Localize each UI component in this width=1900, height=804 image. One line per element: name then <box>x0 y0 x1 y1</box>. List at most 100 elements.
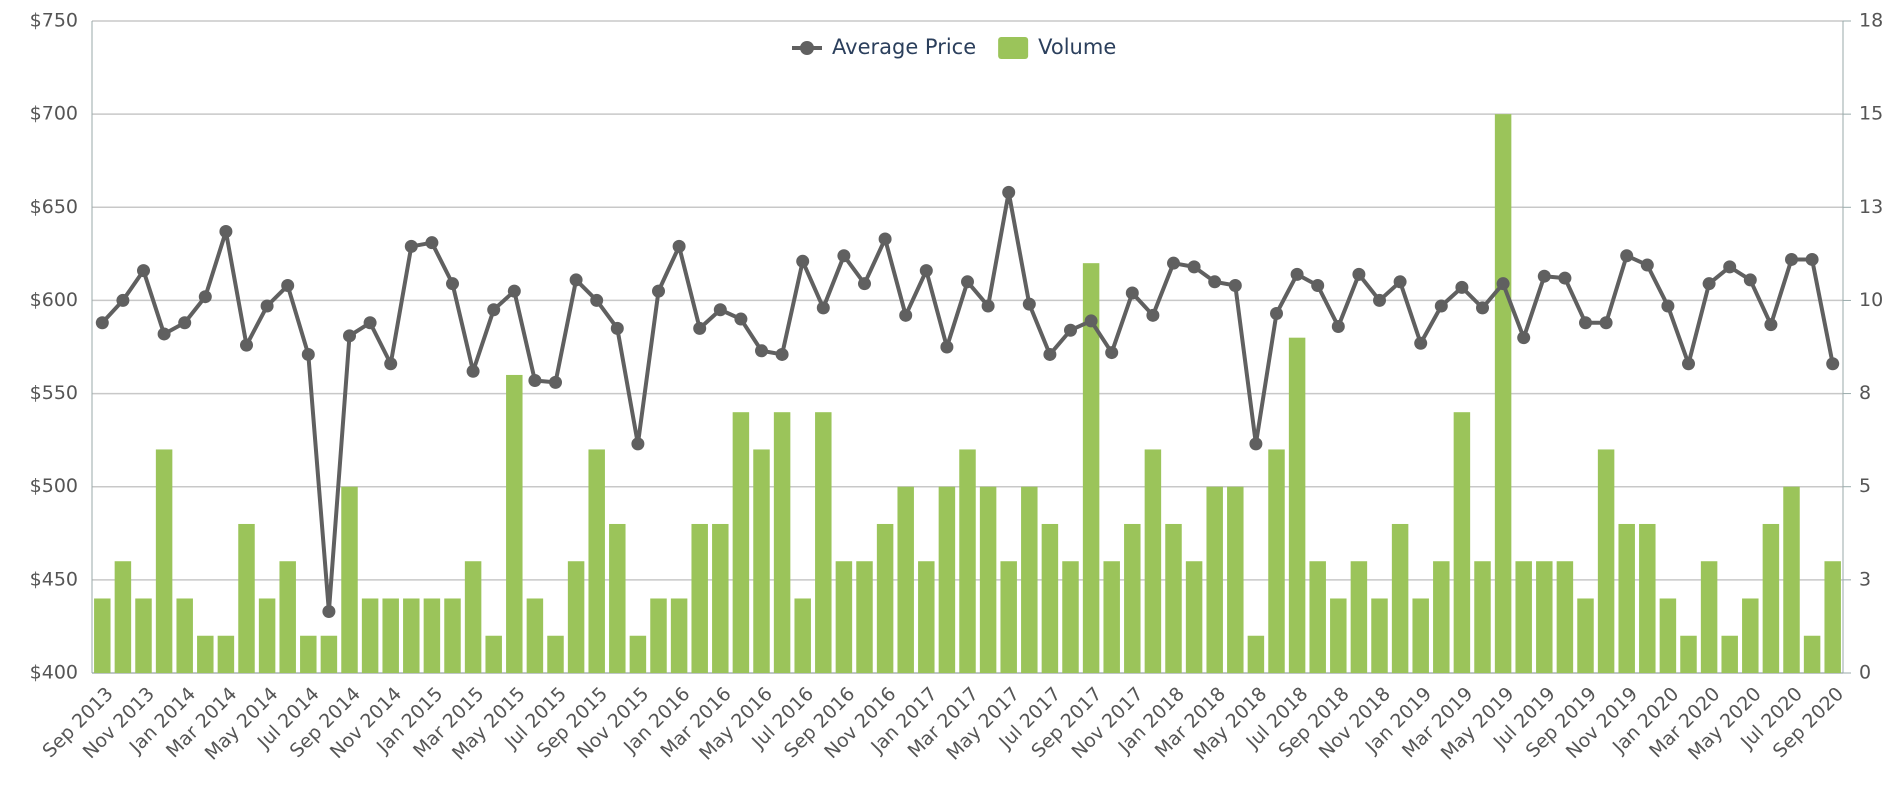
point <box>816 301 830 315</box>
point <box>1228 279 1242 293</box>
bar <box>300 635 317 673</box>
point <box>219 225 233 239</box>
point <box>1455 280 1469 294</box>
bar <box>464 561 482 673</box>
bar <box>382 598 399 673</box>
bar <box>1494 114 1512 673</box>
point <box>507 284 521 298</box>
bar <box>1659 598 1677 673</box>
point <box>549 375 562 389</box>
point <box>755 344 768 358</box>
legend: Average Price Volume <box>792 35 1116 59</box>
y-tick-label: $400 <box>30 662 78 684</box>
point <box>446 277 459 291</box>
point <box>1620 249 1634 263</box>
bar <box>1474 561 1491 673</box>
bar <box>403 598 420 673</box>
bar <box>1000 561 1017 673</box>
point <box>281 279 295 293</box>
point <box>1249 437 1263 451</box>
bar <box>1309 561 1326 673</box>
point <box>240 338 253 352</box>
point <box>404 239 418 253</box>
bar <box>815 412 832 673</box>
point <box>837 249 851 263</box>
point <box>734 312 748 326</box>
point <box>198 290 212 304</box>
bar <box>1021 486 1038 673</box>
bar <box>773 412 791 673</box>
bar <box>1041 523 1059 673</box>
bar <box>94 598 111 673</box>
point <box>1599 316 1613 330</box>
point <box>1208 275 1222 289</box>
bar <box>1803 635 1821 673</box>
bar <box>1082 263 1100 673</box>
point <box>940 340 954 354</box>
bar <box>1103 561 1120 673</box>
point <box>1743 273 1757 287</box>
bar <box>1185 561 1203 673</box>
bar <box>1227 486 1244 673</box>
point <box>1702 277 1716 291</box>
point <box>301 347 315 361</box>
bar <box>959 449 976 673</box>
y-tick-label: $700 <box>30 103 78 125</box>
bar <box>629 635 647 673</box>
y-tick-label: $500 <box>30 475 78 497</box>
bar <box>1783 486 1800 673</box>
y2-tick-label: 8 <box>1859 382 1871 404</box>
point <box>1805 252 1819 266</box>
bar <box>712 523 729 673</box>
point <box>157 327 171 341</box>
bar <box>1350 561 1368 673</box>
bar <box>155 449 173 673</box>
point <box>137 264 150 278</box>
y-tick-label: $450 <box>30 568 78 590</box>
bar <box>1412 598 1429 673</box>
point <box>466 364 480 378</box>
bar <box>753 449 770 673</box>
point <box>1105 346 1119 360</box>
point <box>1022 297 1036 311</box>
bar <box>1680 635 1697 673</box>
point <box>1084 314 1098 328</box>
point <box>713 303 727 317</box>
bar <box>1124 523 1141 673</box>
point <box>1064 323 1077 337</box>
bar <box>238 523 255 673</box>
bar <box>918 561 935 673</box>
y2-tick-label: 5 <box>1859 475 1871 497</box>
bar <box>506 374 523 673</box>
point <box>322 605 336 619</box>
point <box>610 321 624 335</box>
bar <box>670 598 688 673</box>
bar <box>1247 635 1265 673</box>
legend-symbol <box>800 41 814 55</box>
legend-label[interactable]: Average Price <box>832 35 976 59</box>
bar <box>938 486 956 673</box>
bar <box>876 523 894 673</box>
bar <box>1391 523 1409 673</box>
point <box>1373 293 1386 307</box>
point <box>1331 320 1345 334</box>
bar <box>835 561 853 673</box>
bar <box>361 598 379 673</box>
bar <box>1762 523 1780 673</box>
point <box>1537 269 1551 283</box>
y2-tick-label: 10 <box>1859 289 1883 311</box>
legend-label[interactable]: Volume <box>1038 35 1116 59</box>
bar <box>1062 561 1079 673</box>
point <box>1785 252 1798 266</box>
point <box>1043 347 1057 361</box>
bar <box>217 635 235 673</box>
point <box>672 239 686 253</box>
point <box>590 293 604 307</box>
bar <box>1371 598 1388 673</box>
bar <box>258 598 276 673</box>
point <box>1290 267 1304 281</box>
point <box>1311 279 1325 293</box>
bar <box>732 412 750 673</box>
point <box>1167 256 1180 270</box>
